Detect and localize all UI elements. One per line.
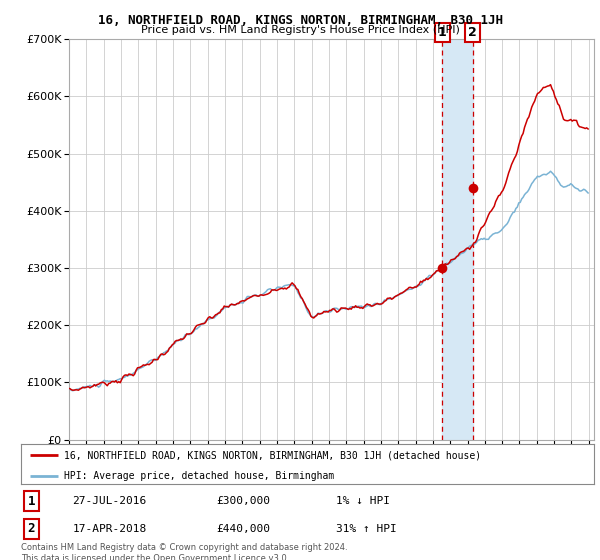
- Text: £440,000: £440,000: [216, 524, 270, 534]
- Text: 1% ↓ HPI: 1% ↓ HPI: [336, 496, 390, 506]
- Text: 16, NORTHFIELD ROAD, KINGS NORTON, BIRMINGHAM, B30 1JH: 16, NORTHFIELD ROAD, KINGS NORTON, BIRMI…: [97, 14, 503, 27]
- Text: 27-JUL-2016: 27-JUL-2016: [73, 496, 147, 506]
- Text: 17-APR-2018: 17-APR-2018: [73, 524, 147, 534]
- Text: 31% ↑ HPI: 31% ↑ HPI: [336, 524, 397, 534]
- Text: 2: 2: [28, 522, 35, 535]
- Text: 1: 1: [28, 495, 35, 508]
- Text: 2: 2: [468, 26, 477, 39]
- Bar: [442, 39, 473, 440]
- Text: Contains HM Land Registry data © Crown copyright and database right 2024.
This d: Contains HM Land Registry data © Crown c…: [21, 543, 347, 560]
- Text: £300,000: £300,000: [216, 496, 270, 506]
- Text: Price paid vs. HM Land Registry's House Price Index (HPI): Price paid vs. HM Land Registry's House …: [140, 25, 460, 35]
- Text: 1: 1: [438, 26, 446, 39]
- Text: HPI: Average price, detached house, Birmingham: HPI: Average price, detached house, Birm…: [64, 470, 334, 480]
- Text: 16, NORTHFIELD ROAD, KINGS NORTON, BIRMINGHAM, B30 1JH (detached house): 16, NORTHFIELD ROAD, KINGS NORTON, BIRMI…: [64, 450, 481, 460]
